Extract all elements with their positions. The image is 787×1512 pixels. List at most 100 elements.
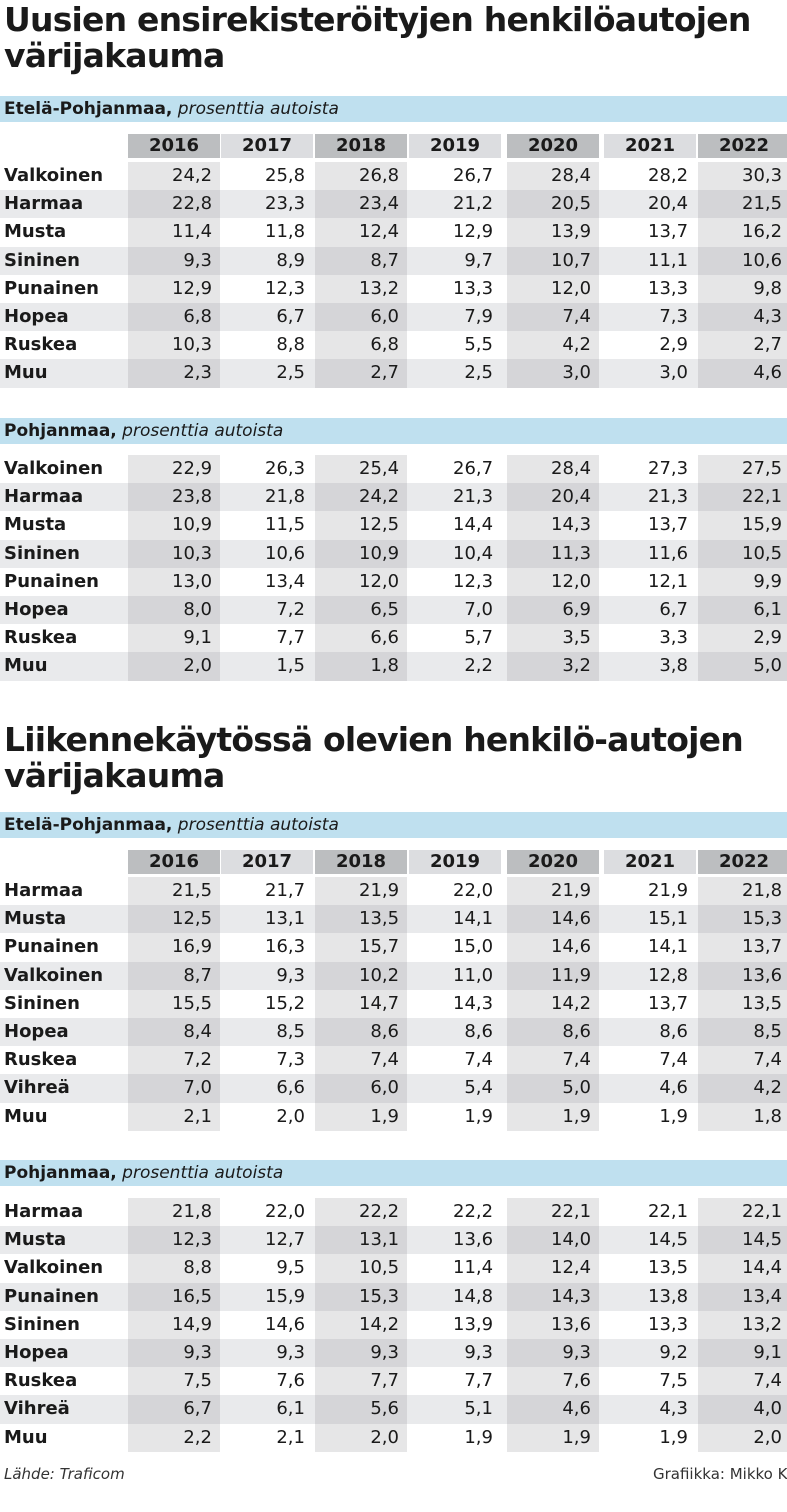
value-cell: 6,8 bbox=[183, 306, 212, 327]
value-cell: 16,9 bbox=[172, 936, 213, 958]
value-cell: 1,8 bbox=[370, 655, 399, 677]
value-cell: 23,3 bbox=[265, 193, 306, 215]
table-row: Valkoinen 8,7 9,3 10,2 11,0 11,9 12,8 13,6 bbox=[0, 962, 787, 990]
value-cell: 16,3 bbox=[265, 936, 306, 958]
value-cell: 6,0 bbox=[370, 1077, 399, 1099]
year-header: 2022 bbox=[698, 134, 787, 158]
value-cell: 14,6 bbox=[551, 908, 592, 930]
row-stripe bbox=[0, 961, 787, 990]
row-label: Punainen bbox=[4, 1285, 99, 1307]
value-cell: 14,6 bbox=[551, 936, 592, 958]
row-label: Punainen bbox=[4, 936, 99, 958]
table-row: Sininen 14,9 14,6 14,2 13,9 13,6 13,3 13,2 bbox=[0, 1311, 787, 1339]
column-shade bbox=[315, 877, 407, 1131]
value-cell: 7,0 bbox=[464, 599, 493, 620]
row-label: Hopea bbox=[4, 599, 69, 620]
row-label: Sininen bbox=[4, 992, 80, 1014]
value-cell: 10,6 bbox=[742, 249, 783, 271]
value-cell: 24,2 bbox=[359, 486, 400, 508]
value-cell: 22,8 bbox=[172, 193, 213, 215]
value-cell: 15,3 bbox=[742, 908, 783, 930]
value-cell: 10,5 bbox=[742, 542, 783, 564]
value-cell: 11,0 bbox=[453, 964, 494, 986]
value-cell: 9,2 bbox=[659, 1342, 688, 1363]
title-new-registrations: Uusien ensirekisteröityjen henkilöautoje… bbox=[4, 2, 787, 74]
value-cell: 4,6 bbox=[562, 1398, 591, 1420]
value-cell: 15,0 bbox=[453, 936, 494, 958]
column-shade bbox=[315, 455, 407, 681]
column-shade bbox=[507, 162, 599, 388]
row-label: Muu bbox=[4, 1426, 48, 1448]
row-stripe bbox=[0, 1339, 787, 1368]
value-cell: 7,7 bbox=[276, 627, 305, 649]
value-cell: 12,4 bbox=[359, 221, 400, 243]
table-row: Ruskea 10,3 8,8 6,8 5,5 4,2 2,9 2,7 bbox=[0, 331, 787, 359]
value-cell: 14,6 bbox=[265, 1313, 306, 1335]
value-cell: 15,3 bbox=[359, 1285, 400, 1307]
column-shade bbox=[315, 162, 407, 388]
row-stripe bbox=[0, 1395, 787, 1424]
value-cell: 21,5 bbox=[172, 880, 213, 901]
section-header: Etelä-Pohjanmaa, prosenttia autoista bbox=[0, 812, 787, 838]
row-label: Valkoinen bbox=[4, 458, 104, 479]
value-cell: 2,2 bbox=[183, 1426, 212, 1448]
value-cell: 9,8 bbox=[753, 277, 782, 299]
region-label: Pohjanmaa, bbox=[4, 421, 117, 441]
value-cell: 1,5 bbox=[276, 655, 305, 677]
table-row: Punainen 13,0 13,4 12,0 12,3 12,0 12,1 9,9 bbox=[0, 568, 787, 596]
value-cell: 22,1 bbox=[742, 486, 783, 508]
value-cell: 8,8 bbox=[276, 334, 305, 356]
value-cell: 4,0 bbox=[753, 1398, 782, 1420]
year-header: 2017 bbox=[221, 134, 313, 158]
value-cell: 11,9 bbox=[551, 964, 592, 986]
year-header: 2019 bbox=[409, 134, 501, 158]
row-label: Harmaa bbox=[4, 1201, 84, 1222]
value-cell: 20,4 bbox=[551, 486, 592, 508]
value-cell: 5,6 bbox=[370, 1398, 399, 1420]
column-shade bbox=[128, 162, 220, 388]
table-row: Muu 2,2 2,1 2,0 1,9 1,9 1,9 2,0 bbox=[0, 1424, 787, 1452]
value-cell: 11,8 bbox=[265, 221, 306, 243]
section-header: Pohjanmaa, prosenttia autoista bbox=[0, 418, 787, 444]
value-cell: 1,9 bbox=[659, 1105, 688, 1127]
value-cell: 22,1 bbox=[551, 1201, 592, 1222]
value-cell: 14,3 bbox=[551, 514, 592, 536]
value-cell: 22,2 bbox=[359, 1201, 400, 1222]
column-shade bbox=[128, 877, 220, 1131]
value-cell: 21,8 bbox=[172, 1201, 213, 1222]
table-row: Harmaa 23,8 21,8 24,2 21,3 20,4 21,3 22,1 bbox=[0, 483, 787, 511]
value-cell: 12,0 bbox=[359, 570, 400, 592]
year-header: 2021 bbox=[604, 134, 696, 158]
row-stripe bbox=[0, 303, 787, 332]
value-cell: 12,9 bbox=[453, 221, 494, 243]
row-label: Ruskea bbox=[4, 1049, 78, 1071]
value-cell: 14,4 bbox=[453, 514, 494, 536]
value-cell: 22,1 bbox=[742, 1201, 783, 1222]
row-label: Hopea bbox=[4, 1021, 69, 1042]
value-cell: 3,5 bbox=[562, 627, 591, 649]
value-cell: 2,7 bbox=[370, 362, 399, 384]
row-stripe bbox=[0, 596, 787, 625]
value-cell: 21,9 bbox=[359, 880, 400, 901]
title-text: Uusien ensirekisteröityjen henkilöautoje… bbox=[4, 0, 751, 75]
table-row: Sininen 9,3 8,9 8,7 9,7 10,7 11,1 10,6 bbox=[0, 247, 787, 275]
year-header-row: 2016 2017 2018 2019 2020 2021 2022 bbox=[0, 134, 787, 158]
value-cell: 3,3 bbox=[659, 627, 688, 649]
value-cell: 26,8 bbox=[359, 165, 400, 186]
value-cell: 28,4 bbox=[551, 458, 592, 479]
value-cell: 8,9 bbox=[276, 249, 305, 271]
value-cell: 25,8 bbox=[265, 165, 306, 186]
value-cell: 6,6 bbox=[370, 627, 399, 649]
value-cell: 25,4 bbox=[359, 458, 400, 479]
value-cell: 7,3 bbox=[659, 306, 688, 327]
value-cell: 12,3 bbox=[453, 570, 494, 592]
value-cell: 5,1 bbox=[464, 1398, 493, 1420]
value-cell: 4,2 bbox=[562, 334, 591, 356]
value-cell: 10,3 bbox=[172, 542, 213, 564]
value-cell: 6,1 bbox=[753, 599, 782, 620]
row-stripe bbox=[0, 1018, 787, 1047]
value-cell: 14,8 bbox=[453, 1285, 494, 1307]
value-cell: 1,9 bbox=[562, 1105, 591, 1127]
value-cell: 2,2 bbox=[464, 655, 493, 677]
value-cell: 6,1 bbox=[276, 1398, 305, 1420]
